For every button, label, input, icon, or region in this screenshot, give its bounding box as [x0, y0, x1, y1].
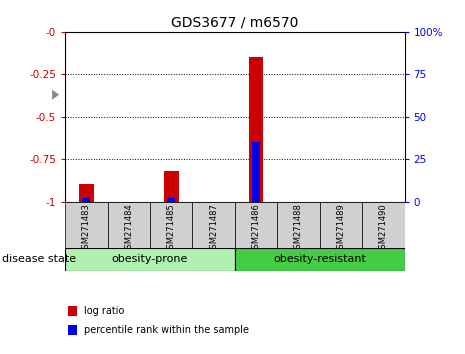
Bar: [150, 202, 193, 248]
Bar: [167, 198, 175, 202]
Text: GSM271486: GSM271486: [252, 204, 260, 255]
Bar: [107, 202, 150, 248]
Bar: [82, 198, 90, 202]
Bar: [67, 306, 77, 316]
Bar: [164, 171, 179, 202]
Bar: [79, 184, 94, 202]
Bar: [320, 202, 362, 248]
Bar: [362, 202, 405, 248]
Bar: [65, 248, 235, 271]
Text: GSM271489: GSM271489: [336, 204, 345, 255]
Bar: [67, 325, 77, 335]
Text: obesity-resistant: obesity-resistant: [273, 254, 366, 264]
Title: GDS3677 / m6570: GDS3677 / m6570: [171, 15, 299, 29]
Bar: [249, 57, 264, 202]
Text: log ratio: log ratio: [84, 306, 125, 316]
Text: obesity-prone: obesity-prone: [112, 254, 188, 264]
Text: GSM271483: GSM271483: [82, 204, 91, 255]
Text: GSM271485: GSM271485: [166, 204, 176, 255]
Bar: [277, 202, 319, 248]
Text: GSM271484: GSM271484: [124, 204, 133, 255]
Text: disease state: disease state: [2, 254, 76, 264]
Bar: [252, 142, 260, 202]
Bar: [193, 202, 235, 248]
Text: GSM271490: GSM271490: [379, 204, 388, 254]
Polygon shape: [52, 90, 59, 100]
Bar: [235, 202, 277, 248]
Text: GSM271487: GSM271487: [209, 204, 218, 255]
Text: GSM271488: GSM271488: [294, 204, 303, 255]
Text: percentile rank within the sample: percentile rank within the sample: [84, 325, 249, 335]
Bar: [65, 202, 107, 248]
Bar: [235, 248, 405, 271]
